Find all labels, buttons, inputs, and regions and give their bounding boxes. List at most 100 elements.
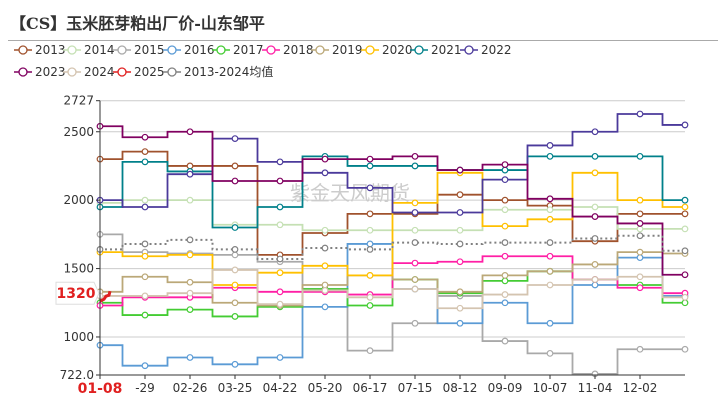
data-point	[366, 347, 374, 355]
data-point	[366, 272, 374, 279]
series-2023	[96, 122, 689, 279]
data-point	[591, 261, 599, 268]
legend-label: 2024	[84, 65, 115, 79]
data-point	[546, 319, 554, 327]
data-point	[456, 304, 464, 312]
legend-item-2018: 2018	[262, 43, 314, 57]
data-point	[501, 299, 509, 307]
data-point	[411, 259, 419, 267]
data-point	[141, 133, 149, 141]
data-point	[411, 226, 419, 234]
data-point	[141, 292, 149, 300]
data-point	[636, 248, 644, 256]
legend-circle-icon	[365, 45, 375, 55]
data-point	[321, 226, 329, 234]
legend-circle-icon	[18, 67, 28, 77]
legend-label: 2016	[184, 43, 215, 57]
data-point	[276, 300, 284, 308]
data-point	[321, 155, 329, 163]
data-point	[411, 152, 419, 160]
legend-item-2017: 2017	[212, 43, 264, 57]
y-tick-label: 722.0	[60, 368, 94, 382]
legend-label: 2013	[35, 43, 66, 57]
data-point	[411, 319, 419, 327]
legend-label: 2021	[431, 43, 462, 57]
data-point	[456, 319, 464, 327]
data-point	[546, 252, 554, 260]
data-point	[141, 158, 149, 166]
data-point	[231, 246, 239, 253]
data-point	[591, 169, 599, 177]
axis-pointer: 1320 01-08	[55, 281, 122, 397]
data-point	[546, 349, 554, 357]
x-tick-label: 03-25	[218, 381, 253, 395]
data-point	[276, 177, 284, 185]
legend-circle-icon	[167, 67, 177, 77]
data-point	[681, 203, 689, 211]
x-tick-label: 09-09	[488, 381, 523, 395]
data-point	[411, 239, 419, 246]
x-tick-label: -29	[135, 381, 155, 395]
data-point	[636, 232, 644, 240]
legend-item-2022: 2022	[460, 43, 512, 57]
legend-item-2013-2024均值: 2013-2024均值	[163, 64, 273, 79]
series-line	[100, 251, 685, 307]
data-point	[501, 239, 509, 246]
data-point	[186, 278, 194, 286]
data-point	[231, 313, 239, 320]
legend-item-2015: 2015	[113, 43, 165, 57]
data-point	[186, 306, 194, 314]
y-tick-label: 1000	[63, 330, 94, 344]
x-tick-label: 04-22	[263, 381, 298, 395]
data-point	[456, 209, 464, 216]
x-tick-label: 10-07	[533, 381, 568, 395]
data-point	[186, 289, 194, 297]
title-divider	[8, 40, 718, 41]
data-point	[501, 291, 509, 298]
data-point	[141, 252, 149, 260]
series-line	[100, 113, 685, 214]
data-point	[681, 271, 689, 279]
data-point	[546, 142, 554, 149]
data-point	[186, 236, 194, 244]
data-point	[546, 152, 554, 160]
series-2013-2024均值	[96, 232, 689, 263]
y-tick-label: 2500	[63, 125, 94, 139]
y-tick-label: 2000	[63, 193, 94, 207]
data-point	[141, 203, 149, 211]
data-point	[681, 121, 689, 129]
axes: 2727 2500 2000 1500 1000 722.0 -29 02-26 03-25 04…	[60, 94, 685, 395]
legend: 2013 2014 2015 2016 2017 2018 2019 2020 2021 2022…	[14, 43, 512, 79]
data-point	[411, 209, 419, 216]
data-point	[636, 345, 644, 353]
legend-item-2021: 2021	[410, 43, 462, 57]
data-point	[186, 162, 194, 170]
data-point	[276, 288, 284, 296]
data-point	[681, 210, 689, 218]
legend-item-2020: 2020	[361, 43, 413, 57]
data-point	[366, 162, 374, 170]
data-point	[636, 220, 644, 227]
data-point	[411, 199, 419, 207]
x-tick-label: 02-26	[173, 381, 208, 395]
data-point	[456, 191, 464, 199]
data-point	[591, 213, 599, 220]
data-point	[276, 221, 284, 229]
data-point	[141, 273, 149, 281]
legend-item-2023: 2023	[14, 65, 66, 79]
x-tick-label: 07-15	[398, 381, 433, 395]
data-point	[366, 293, 374, 301]
data-point	[276, 354, 284, 361]
data-point	[591, 203, 599, 211]
legend-circle-icon	[216, 45, 226, 55]
legend-circle-icon	[67, 67, 77, 77]
data-point	[366, 226, 374, 234]
data-point	[366, 155, 374, 163]
data-point	[501, 222, 509, 230]
data-point	[186, 196, 194, 204]
data-point	[321, 169, 329, 177]
data-point	[141, 311, 149, 319]
data-point	[501, 206, 509, 214]
data-point	[546, 267, 554, 275]
